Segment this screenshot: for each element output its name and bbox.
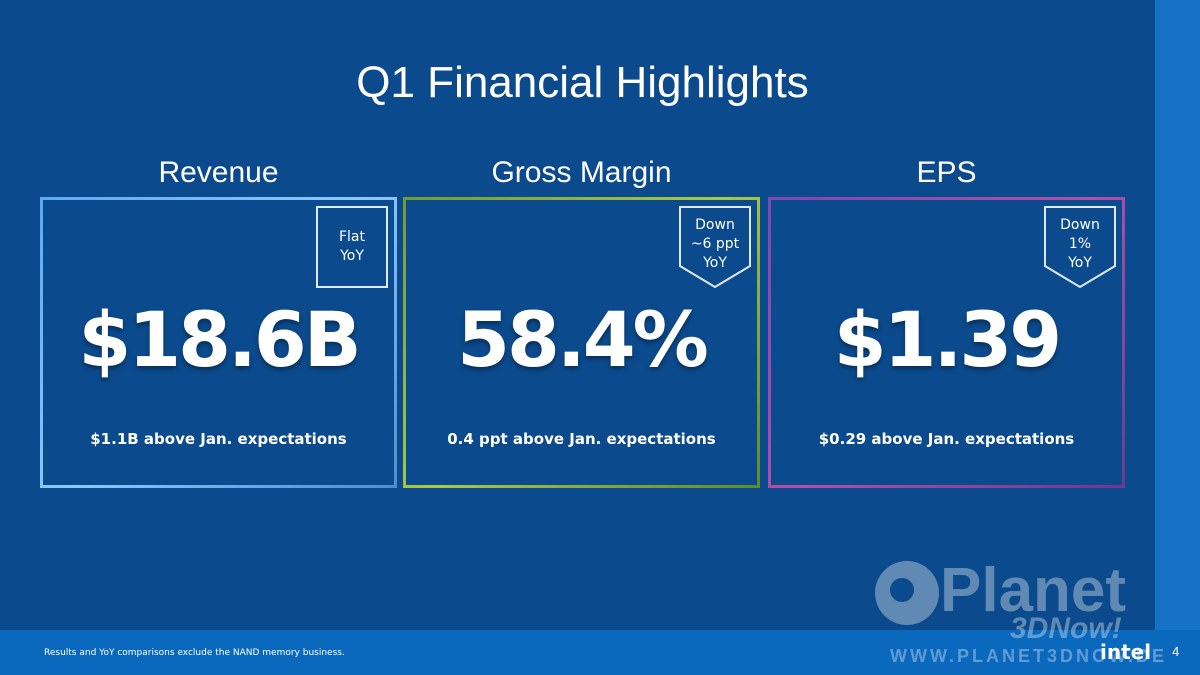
card: Down ~6 ppt YoY 58.4% 0.4 ppt above Jan. e…	[403, 197, 760, 488]
footnote: Results and YoY comparisons exclude the …	[44, 648, 345, 658]
badge-text: Down	[1060, 217, 1100, 233]
badge: Down 1% YoY	[1044, 206, 1116, 288]
badge-text: 1%	[1068, 236, 1092, 252]
badge-text: Down	[695, 217, 735, 233]
card: Flat YoY $18.6B $1.1B above Jan. expectat…	[40, 197, 397, 488]
badge-text: YoY	[703, 255, 727, 271]
note: 0.4 ppt above Jan. expectations	[447, 430, 716, 448]
side-strip	[1155, 0, 1200, 630]
card: Down 1% YoY $1.39 $0.29 above Jan. expecta…	[768, 197, 1125, 488]
card-heading: EPS	[916, 156, 977, 189]
badge-text: YoY	[1068, 255, 1092, 271]
badge-text: YoY	[340, 248, 364, 264]
title: Q1 Financial Highlights	[356, 58, 809, 107]
value: $18.6B	[78, 295, 361, 384]
watermark-sub: 3DNow!	[1010, 612, 1122, 645]
card-heading: Revenue	[158, 156, 279, 189]
badge-text: Flat	[338, 229, 365, 245]
page-number: 4	[1172, 645, 1180, 659]
badge: Flat YoY	[316, 206, 388, 288]
badge-text: ~6 ppt	[690, 236, 740, 252]
card-heading: Gross Margin	[491, 156, 672, 189]
value: $1.39	[833, 295, 1062, 384]
value: 58.4%	[457, 295, 709, 384]
note: $0.29 above Jan. expectations	[818, 430, 1075, 448]
logo: intel	[1100, 640, 1152, 664]
watermark-brand: Planet	[940, 556, 1127, 625]
watermark-logo	[875, 561, 939, 625]
badge: Down ~6 ppt YoY	[679, 206, 751, 288]
watermark-url: WWW.PLANET3DNOW.DE	[890, 646, 1167, 666]
footer-bar	[0, 630, 1200, 675]
note: $1.1B above Jan. expectations	[90, 430, 347, 448]
